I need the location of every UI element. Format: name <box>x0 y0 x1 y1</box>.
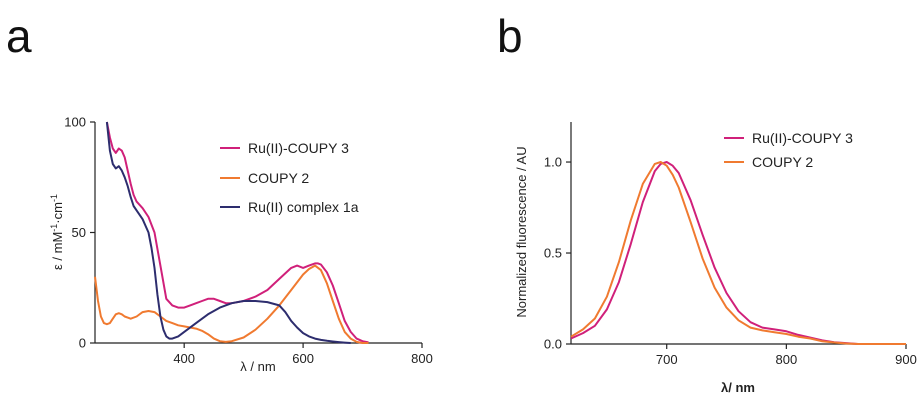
legend-label-ru-coupy-3: Ru(II)-COUPY 3 <box>752 130 853 146</box>
chart-a-series-ru-ii-coupy-3 <box>105 121 369 344</box>
chart-b-y-axis-label: Normalized fluorescence / AU <box>514 146 529 317</box>
chart-a-x-axis-label: λ / nm <box>240 359 275 374</box>
chart-a-series-coupy-2 <box>94 264 369 344</box>
chart-b-x-tick-label: 900 <box>895 352 917 367</box>
chart-b-y-tick-label: 1.0 <box>544 155 562 170</box>
legend-label-ru-coupy-3: Ru(II)-COUPY 3 <box>248 140 349 156</box>
chart-a-x-tick-label: 800 <box>411 351 433 366</box>
chart-b-x-tick-label: 800 <box>776 352 798 367</box>
chart-a-y-tick-label: 50 <box>72 225 86 240</box>
legend-label-coupy-2: COUPY 2 <box>248 170 309 186</box>
chart-a-y-tick-label: 100 <box>64 115 86 130</box>
chart-a-y-tick-label: 0 <box>79 336 86 351</box>
chart-b-series-coupy-2 <box>570 161 906 345</box>
chart-a: 400 600 800 0 50 100 λ / nm ε / mM-1·cm-1 Ru(… <box>49 115 433 375</box>
chart-b: 700 800 900 0.0 0.5 1.0 λ/ nm Normalized fluo… <box>514 122 917 395</box>
chart-a-legend: Ru(II)-COUPY 3 COUPY 2 Ru(II) complex 1a <box>220 140 359 215</box>
panel-letter-b: b <box>497 10 523 62</box>
chart-b-legend: Ru(II)-COUPY 3 COUPY 2 <box>724 130 853 170</box>
chart-b-x-axis-label: λ/ nm <box>721 380 755 395</box>
chart-a-series-ru-ii-complex-1a <box>105 121 351 344</box>
legend-label-coupy-2: COUPY 2 <box>752 154 813 170</box>
legend-label-ru-complex-1a: Ru(II) complex 1a <box>248 199 359 215</box>
chart-b-y-tick-label: 0.5 <box>544 246 562 261</box>
chart-a-y-axis-label: ε / mM-1·cm-1 <box>49 194 65 270</box>
chart-b-y-tick-label: 0.0 <box>544 337 562 352</box>
chart-a-x-tick-label: 600 <box>292 351 314 366</box>
chart-b-x-tick-label: 700 <box>656 352 678 367</box>
panel-letter-a: a <box>6 10 32 62</box>
chart-a-x-tick-label: 400 <box>173 351 195 366</box>
